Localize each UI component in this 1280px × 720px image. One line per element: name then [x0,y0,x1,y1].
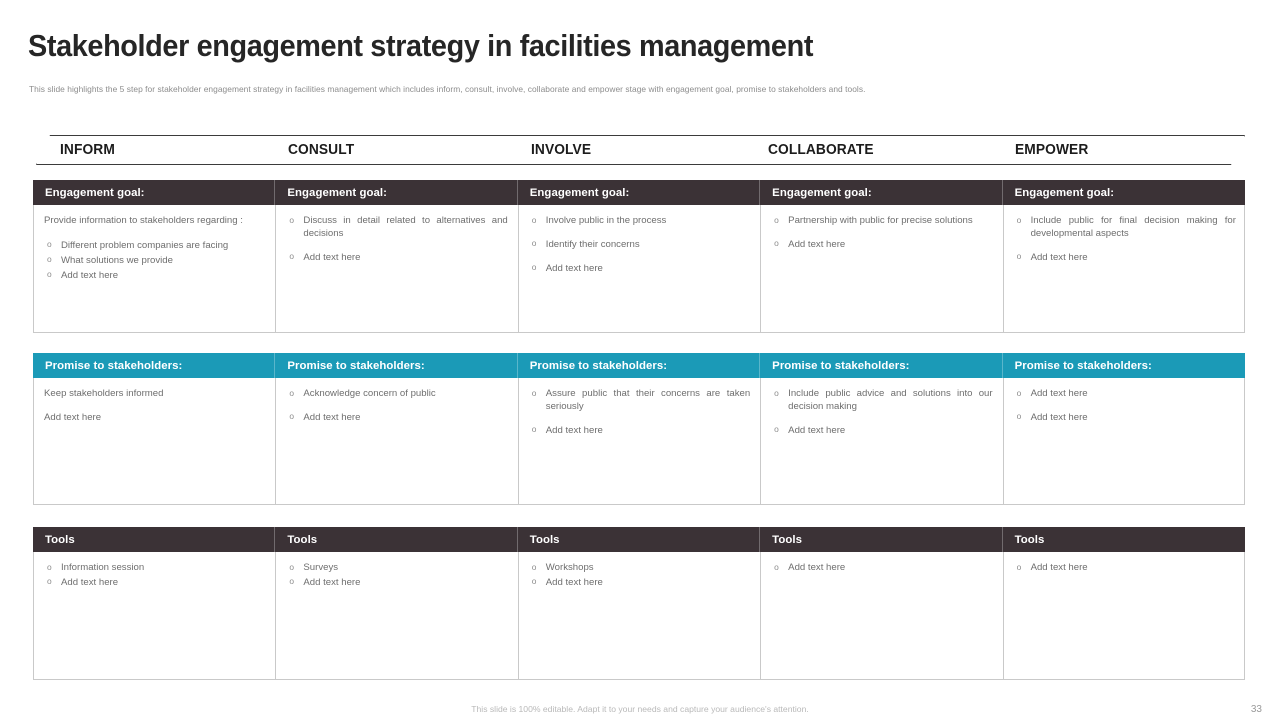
cell-tools-collaborate: Add text here [761,552,1004,679]
section-header-cell: Engagement goal: [275,180,518,205]
cell-promise-empower: Add text here Add text here [1004,378,1246,504]
bullet-list: Add text here [771,562,992,575]
list-item: Identify their concerns [529,238,750,252]
section-header-row: Promise to stakeholders: Promise to stak… [33,353,1245,378]
list-item: Add text here [771,562,992,575]
section-engagement-goal: Engagement goal: Engagement goal: Engage… [33,180,1245,333]
cell-tools-involve: WorkshopsAdd text here [519,552,762,679]
bullet-list: Include public for final decision making… [1014,215,1236,265]
section-header-row: Tools Tools Tools Tools Tools [33,527,1245,552]
page-number: 33 [1250,704,1262,715]
cell-promise-collaborate: Include public advice and solutions into… [761,378,1004,504]
section-header-row: Engagement goal: Engagement goal: Engage… [33,180,1245,205]
stage-tab-involve[interactable]: INVOLVE [531,142,592,158]
section-tools: Tools Tools Tools Tools Tools Informatio… [33,527,1245,680]
page-title: Stakeholder engagement strategy in facil… [28,28,814,63]
bullet-list: Partnership with public for precise solu… [771,215,992,252]
list-item: Surveys [286,562,507,575]
list-item: Add text here [1014,251,1236,265]
section-header-cell: Tools [760,527,1003,552]
cell-engagement-goal-collaborate: Partnership with public for precise solu… [761,205,1004,332]
cell-promise-consult: Acknowledge concern of public Add text he… [276,378,519,504]
stage-tab-collaborate[interactable]: COLLABORATE [768,142,874,158]
list-item: Add text here [286,411,507,425]
section-header-cell: Engagement goal: [760,180,1003,205]
list-item: Partnership with public for precise solu… [771,215,992,228]
section-header-cell: Engagement goal: [517,180,761,205]
cell-text-line: Keep stakeholders informed [44,388,164,399]
list-item: Add text here [1014,562,1236,575]
stage-banner-inner: INFORM CONSULT INVOLVE COLLABORATE EMPOW… [37,136,1244,164]
section-header-cell: Tools [1002,527,1245,552]
bullet-list: SurveysAdd text here [286,562,507,590]
list-item: Add text here [1014,388,1236,401]
footer-note: This slide is 100% editable. Adapt it to… [471,704,809,714]
list-item: Different problem companies are facing [44,239,265,253]
section-header-cell: Promise to stakeholders: [517,353,761,378]
cell-tools-consult: SurveysAdd text here [276,552,519,679]
bullet-list: Acknowledge concern of public Add text he… [286,388,507,425]
section-header-cell: Promise to stakeholders: [33,353,276,378]
bullet-list: Information sessionAdd text here [44,562,265,590]
section-body-row: Provide information to stakeholders rega… [33,205,1245,333]
list-item: Add text here [44,576,265,590]
stage-tab-inform[interactable]: INFORM [60,142,115,158]
bullet-list: WorkshopsAdd text here [529,562,750,590]
cell-engagement-goal-consult: Discuss in detail related to alternative… [276,205,519,332]
list-item: Information session [44,562,265,575]
cell-tools-inform: Information sessionAdd text here [34,552,277,679]
stage-tab-empower[interactable]: EMPOWER [1015,142,1089,158]
cell-engagement-goal-empower: Include public for final decision making… [1004,205,1246,332]
list-item: Add text here [286,576,507,590]
cell-promise-involve: Assure public that their concerns are ta… [519,378,762,504]
list-item: Add text here [1014,411,1236,425]
list-item: Add text here [529,262,750,276]
cell-promise-inform: Keep stakeholders informed Add text here [34,378,277,504]
list-item: Add text here [529,576,750,590]
list-item: Discuss in detail related to alternative… [286,215,507,241]
list-item: Add text here [771,424,992,438]
section-header-cell: Tools [517,527,761,552]
cell-lead-text: Provide information to stakeholders rega… [44,215,243,226]
list-item: Include public for final decision making… [1014,215,1236,241]
section-header-cell: Engagement goal: [1002,180,1245,205]
cell-text-line: Add text here [44,411,102,423]
bullet-list: Include public advice and solutions into… [771,388,992,438]
section-header-cell: Tools [275,527,518,552]
section-promise-to-stakeholders: Promise to stakeholders: Promise to stak… [33,353,1245,505]
section-body-row: Information sessionAdd text here Surveys… [33,552,1245,680]
stage-tab-consult[interactable]: CONSULT [288,142,355,158]
section-body-row: Keep stakeholders informed Add text here … [33,378,1245,505]
section-header-cell: Promise to stakeholders: [275,353,518,378]
bullet-list: Different problem companies are facingWh… [44,239,265,283]
list-item: Add text here [529,424,750,438]
bullet-list: Discuss in detail related to alternative… [286,215,507,265]
section-header-cell: Engagement goal: [33,180,276,205]
cell-engagement-goal-involve: Involve public in the process Identify th… [519,205,762,332]
page-subtitle: This slide highlights the 5 step for sta… [29,84,866,94]
list-item: What solutions we provide [44,254,265,268]
bullet-list: Involve public in the process Identify th… [529,215,750,276]
stage-banner: INFORM CONSULT INVOLVE COLLABORATE EMPOW… [36,135,1245,165]
section-header-cell: Promise to stakeholders: [760,353,1003,378]
cell-engagement-goal-inform: Provide information to stakeholders rega… [34,205,277,332]
cell-tools-empower: Add text here [1004,552,1246,679]
section-header-cell: Tools [33,527,276,552]
list-item: Acknowledge concern of public [286,388,507,401]
section-header-cell: Promise to stakeholders: [1002,353,1245,378]
list-item: Workshops [529,562,750,575]
list-item: Add text here [771,238,992,252]
bullet-list: Add text here [1014,562,1236,575]
bullet-list: Assure public that their concerns are ta… [529,388,750,438]
list-item: Include public advice and solutions into… [771,388,992,414]
list-item: Involve public in the process [529,215,750,228]
bullet-list: Add text here Add text here [1014,388,1236,425]
list-item: Add text here [44,269,265,283]
list-item: Add text here [286,251,507,265]
list-item: Assure public that their concerns are ta… [529,388,750,414]
